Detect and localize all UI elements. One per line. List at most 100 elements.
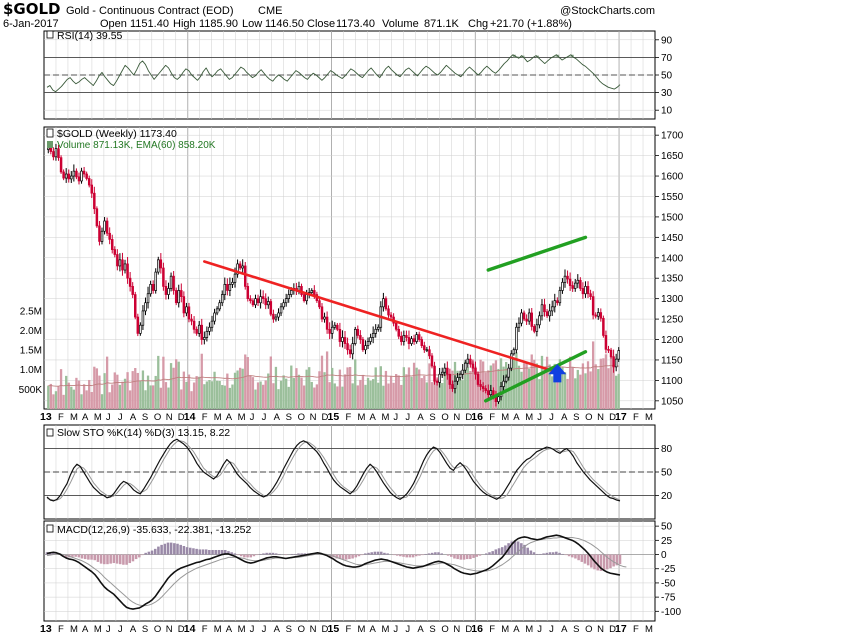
bottom-axis-month-label: A	[369, 624, 376, 635]
mid-axis-month-label: F	[202, 412, 208, 423]
price-candle	[346, 343, 349, 351]
bottom-axis-month-label: J	[405, 624, 410, 635]
price-candle	[461, 369, 464, 375]
macd-histogram-bar	[195, 548, 198, 555]
macd-histogram-bar	[548, 552, 552, 555]
macd-histogram-bar	[609, 554, 612, 569]
volume-bar	[412, 362, 416, 409]
macd-histogram-bar	[414, 554, 418, 557]
price-candle	[77, 176, 81, 182]
macd-histogram-bar	[243, 554, 246, 558]
bottom-axis-month-label: F	[58, 624, 64, 635]
macd-histogram-bar	[551, 552, 555, 555]
bottom-axis-month-label: M	[501, 624, 509, 635]
macd-histogram-bar	[370, 552, 373, 555]
rsi-panel: 10 30 50 70 90	[43, 30, 673, 120]
bottom-axis-month-label: M	[357, 624, 365, 635]
volume-bar	[308, 367, 311, 409]
price-candle	[573, 282, 577, 289]
bottom-axis-month-label: S	[142, 624, 148, 635]
bottom-axis-month-label: M	[238, 624, 246, 635]
price-candle	[264, 298, 267, 306]
volume-bar	[47, 385, 50, 409]
bottom-axis-year-label: 15	[328, 623, 340, 635]
bottom-axis-month-label: J	[106, 624, 111, 635]
price-candle	[144, 302, 147, 312]
volume-bar	[525, 362, 528, 409]
volume-bar	[379, 366, 382, 409]
macd-histogram-bar	[526, 547, 529, 555]
macd-histogram-bar	[510, 541, 514, 555]
volume-bar	[579, 374, 582, 409]
macd-histogram-bar	[434, 552, 437, 555]
volume-bar	[313, 387, 316, 409]
price-candle	[192, 320, 196, 330]
price-candle	[134, 294, 137, 318]
macd-histogram-bar	[529, 550, 533, 555]
price-candle	[59, 157, 63, 173]
price-candle	[177, 290, 180, 304]
bottom-axis-month-label: D	[322, 624, 329, 635]
volume-bar	[359, 379, 362, 409]
price-candle	[456, 377, 459, 382]
bottom-axis-month-label: N	[597, 624, 604, 635]
macd-histogram-bar	[87, 554, 90, 560]
price-candle	[448, 373, 452, 385]
volume-bar	[530, 354, 533, 409]
volume-bar	[238, 367, 242, 409]
bottom-axis-year-label: 14	[184, 623, 196, 635]
price-candle	[146, 293, 150, 304]
mid-axis-month-label: O	[585, 412, 592, 423]
volume-bar	[90, 391, 93, 409]
price-candle	[100, 230, 104, 242]
price-candle	[466, 358, 470, 364]
mid-axis-month-label: O	[441, 412, 448, 423]
lower-uptrend-line	[484, 350, 588, 403]
volume-bar	[343, 374, 347, 409]
mid-axis-month-label: J	[537, 412, 542, 423]
macd-histogram-bar	[488, 552, 491, 555]
macd-line	[46, 534, 621, 610]
mid-axis-month-label: S	[429, 412, 435, 423]
price-candle	[218, 302, 221, 310]
price-candle	[325, 316, 329, 330]
symbol-title: $GOLD	[3, 0, 61, 18]
bottom-axis-month-label: A	[130, 624, 137, 635]
price-candle	[402, 335, 406, 342]
bottom-axis-month-label: A	[274, 624, 281, 635]
macd-histogram-bar	[462, 554, 466, 560]
price-candle	[374, 328, 377, 334]
volume-bar	[205, 381, 209, 409]
bottom-axis-month-label: N	[310, 624, 317, 635]
macd-histogram-bar	[208, 549, 211, 555]
price-candle	[371, 333, 375, 338]
volume-tick-label: 1.0M	[20, 365, 42, 376]
volume-bar	[443, 369, 446, 409]
macd-histogram-bar	[516, 541, 520, 555]
price-candle	[226, 283, 229, 291]
watermark: @StockCharts.com	[560, 5, 655, 17]
rsi-tick-label: 10	[661, 106, 673, 117]
volume-bar	[152, 385, 155, 409]
price-candle	[164, 286, 168, 295]
volume-bar	[522, 363, 526, 409]
price-candle	[420, 339, 423, 347]
rsi-tick-label: 50	[661, 71, 673, 82]
mid-axis-month-label: A	[417, 412, 424, 423]
volume-bar	[262, 384, 265, 409]
price-tick-label: 1300	[661, 294, 684, 305]
macd-histogram-bar	[535, 553, 539, 555]
macd-panel: -100 -75 -50 -25 0 25 50	[43, 520, 681, 622]
price-candle	[259, 296, 262, 304]
volume-bar	[213, 371, 216, 409]
price-candle	[512, 349, 516, 355]
price-candle	[121, 259, 124, 271]
price-candle	[522, 312, 526, 320]
volume-bar	[336, 386, 339, 409]
volume-bar	[121, 381, 124, 409]
mid-axis-month-label: A	[130, 412, 137, 423]
volume-bar	[77, 380, 81, 409]
volume-bar	[418, 369, 421, 409]
bottom-axis-month-label: F	[346, 624, 352, 635]
macd-histogram-bar	[131, 554, 135, 562]
